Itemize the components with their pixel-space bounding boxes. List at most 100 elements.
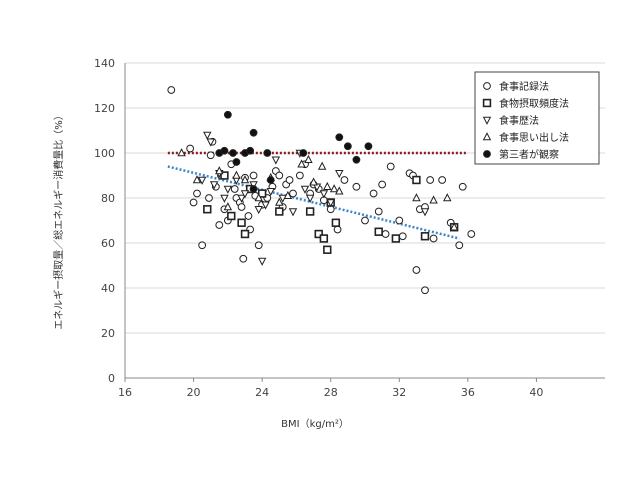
data-point <box>361 216 369 225</box>
data-point <box>167 86 176 94</box>
data-point <box>249 171 258 180</box>
y-tick-label: 0 <box>108 372 115 385</box>
data-point <box>239 254 248 263</box>
data-point <box>254 241 263 250</box>
data-point <box>343 142 352 151</box>
legend-marker <box>482 132 492 141</box>
data-point <box>189 198 198 207</box>
data-point <box>288 208 298 217</box>
data-point <box>304 154 313 163</box>
data-point <box>449 222 459 231</box>
data-point <box>398 232 407 241</box>
legend-label: 食事思い出し法 <box>499 131 569 144</box>
data-point <box>438 176 447 184</box>
data-point <box>314 229 323 239</box>
data-point <box>209 181 219 190</box>
data-point <box>192 175 202 184</box>
data-point <box>386 162 395 171</box>
data-point <box>261 201 270 210</box>
x-tick-label: 32 <box>392 386 406 399</box>
data-point <box>215 166 224 175</box>
data-point <box>420 232 430 241</box>
data-point <box>246 146 255 155</box>
data-point <box>335 186 344 195</box>
data-point <box>374 227 383 236</box>
legend-box <box>474 71 600 165</box>
data-point <box>203 131 212 140</box>
y-tick-label: 80 <box>101 192 115 205</box>
data-point <box>323 181 332 190</box>
y-tick-label: 120 <box>94 102 115 115</box>
data-point <box>227 211 236 221</box>
data-point <box>467 230 476 238</box>
data-point <box>426 176 435 184</box>
data-point <box>335 133 344 142</box>
data-point <box>283 190 293 199</box>
data-point <box>254 193 263 202</box>
data-point <box>412 193 421 202</box>
data-point <box>205 194 213 202</box>
data-point <box>232 158 241 166</box>
data-point <box>335 170 344 179</box>
data-point <box>319 190 329 199</box>
data-point <box>237 194 246 203</box>
data-point <box>206 151 215 160</box>
data-point <box>297 159 306 168</box>
data-point <box>378 180 387 189</box>
data-point <box>458 182 467 191</box>
data-point <box>198 241 207 250</box>
data-point <box>374 207 383 216</box>
data-point <box>305 207 315 216</box>
tick-labels: 0 20 40 60 80 100 120 140 16 20 24 28 32 36 40 <box>94 57 543 399</box>
data-point <box>177 148 186 157</box>
data-point <box>193 189 201 198</box>
data-point <box>220 146 229 155</box>
data-point <box>326 199 335 208</box>
data-point <box>352 155 361 164</box>
data-point <box>237 218 246 227</box>
data-point <box>300 185 310 194</box>
data-point <box>271 156 281 165</box>
data-point <box>232 170 241 179</box>
legend-label: 食事記録法 <box>499 80 549 93</box>
data-point <box>223 185 233 194</box>
data-point <box>329 184 339 193</box>
data-point <box>429 234 438 243</box>
legend-marker <box>482 98 492 108</box>
data-point <box>429 195 438 204</box>
reference-lines <box>167 151 468 240</box>
legend-marker <box>483 150 491 158</box>
data-point <box>240 229 250 239</box>
data-point <box>443 193 452 202</box>
data-point <box>395 216 404 225</box>
data-point <box>186 144 195 153</box>
data-point <box>266 188 275 197</box>
data-point <box>331 218 341 227</box>
data-point <box>275 197 284 206</box>
data-point <box>309 177 318 186</box>
data-point <box>333 225 342 234</box>
data-point <box>295 171 304 180</box>
data-point <box>421 286 429 295</box>
data-point <box>197 176 207 185</box>
data-point <box>223 202 233 211</box>
data-point <box>249 185 258 193</box>
data-point <box>275 207 284 216</box>
data-point <box>215 221 224 229</box>
data-point <box>230 185 239 193</box>
data-point <box>289 189 297 198</box>
legend-label: 食物摂取頻度法 <box>499 97 569 110</box>
data-point <box>220 171 229 180</box>
data-point <box>263 149 272 157</box>
data-point <box>285 176 294 184</box>
data-point <box>340 176 349 184</box>
data-point <box>254 206 263 215</box>
legend-marker <box>482 116 492 125</box>
y-tick-label: 20 <box>101 327 115 340</box>
legend-label: 第三者が観察 <box>499 148 559 161</box>
y-tick-label: 60 <box>101 237 115 250</box>
y-tick-label: 40 <box>101 282 115 295</box>
data-point <box>266 176 275 184</box>
data-point <box>455 241 464 250</box>
